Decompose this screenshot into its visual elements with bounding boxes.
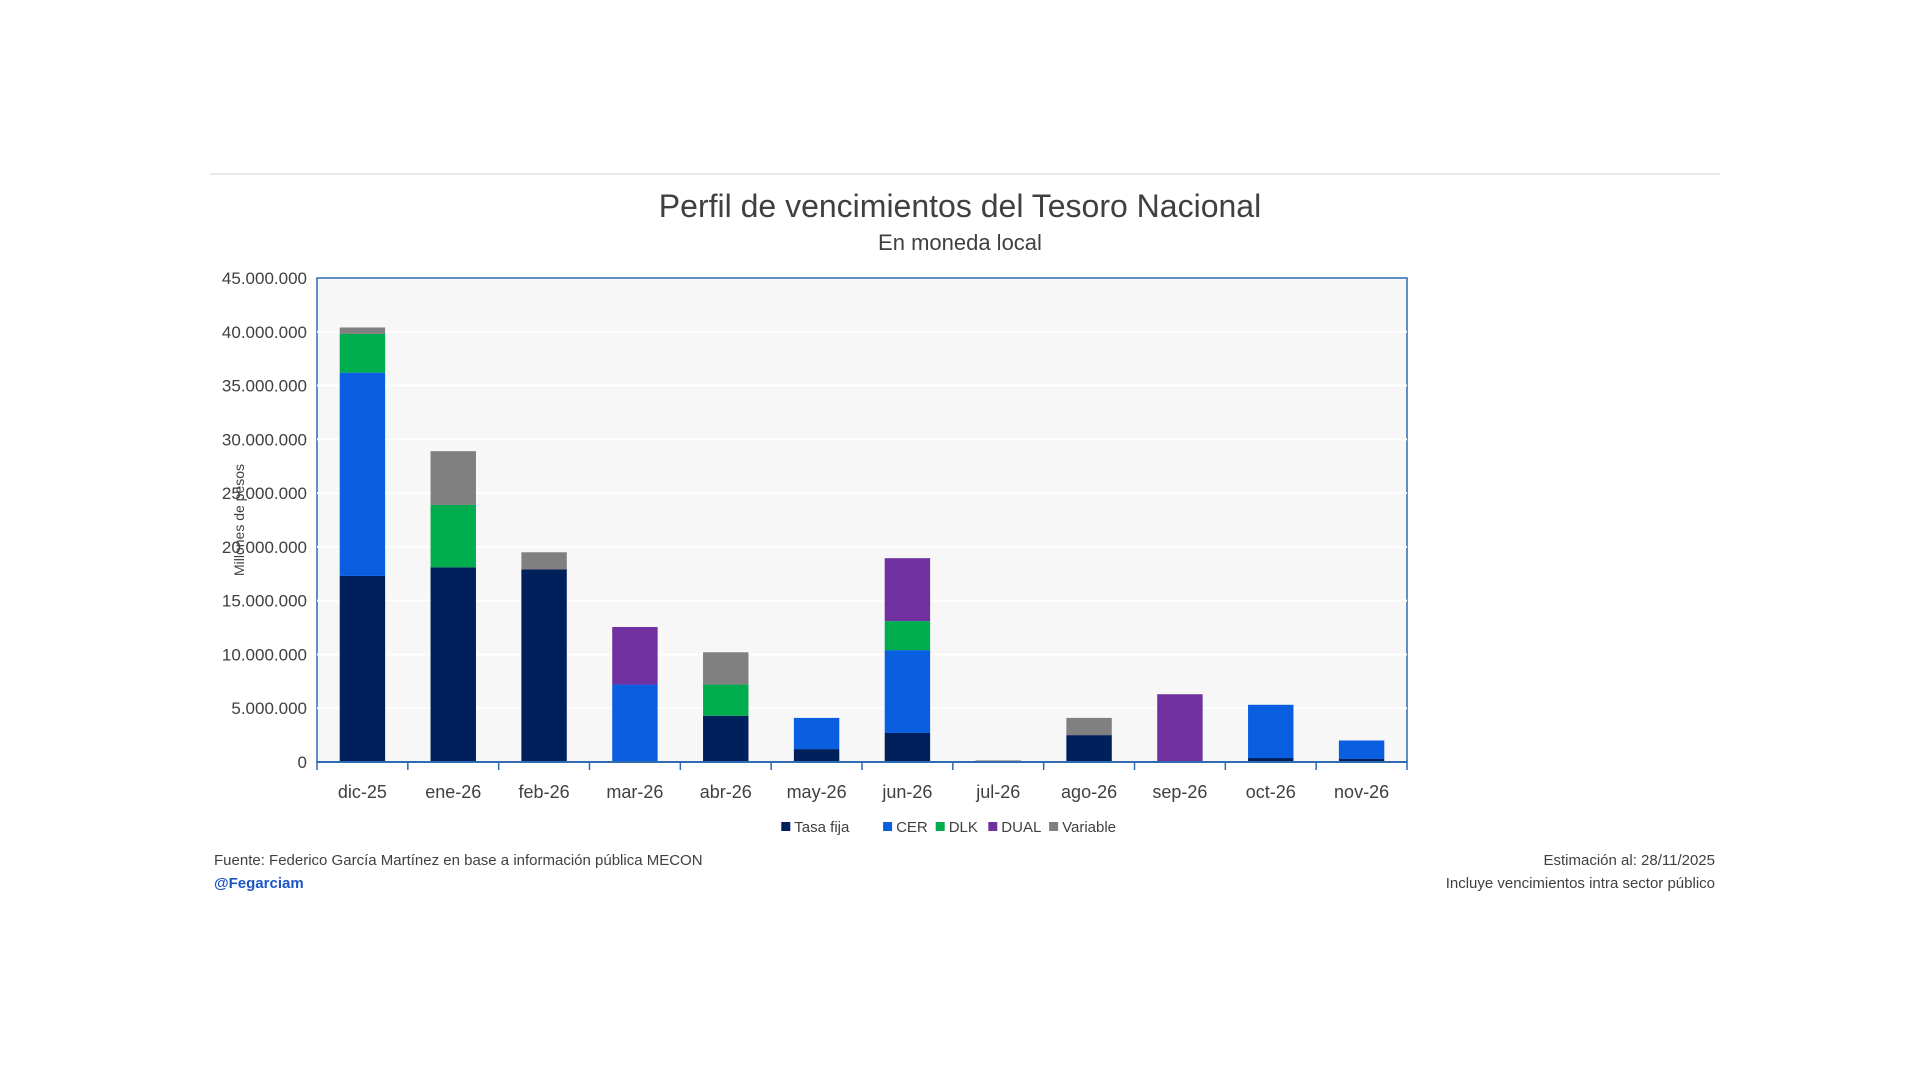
bar-segment-tasa-fija xyxy=(703,715,749,762)
legend-label: CER xyxy=(896,819,928,836)
bar-segment-tasa-fija xyxy=(1066,735,1112,762)
bar-segment-dual xyxy=(1157,694,1203,762)
bar-segment-tasa-fija xyxy=(1338,758,1385,762)
x-tick-label: feb-26 xyxy=(519,782,570,802)
x-tick-label: oct-26 xyxy=(1246,782,1296,802)
legend-swatch xyxy=(883,822,893,831)
y-tick-label: 0 xyxy=(298,753,307,772)
legend-swatch xyxy=(1049,822,1059,831)
plot-area xyxy=(316,277,1408,763)
bar-segment-dlk xyxy=(430,504,476,568)
bar-segment-variable xyxy=(430,451,476,505)
legend-swatch xyxy=(935,822,945,831)
source-note: Fuente: Federico García Martínez en base… xyxy=(214,852,703,869)
bar-segment-cer xyxy=(1248,704,1294,759)
x-tick-label: nov-26 xyxy=(1334,782,1389,802)
x-tick-label: dic-25 xyxy=(338,782,387,802)
bar-segment-dual xyxy=(612,627,658,685)
bar-segment-dlk xyxy=(339,333,386,373)
bar-segment-variable xyxy=(1066,717,1112,736)
x-tick-label: ago-26 xyxy=(1061,782,1117,802)
bar-segment-dlk xyxy=(703,684,749,716)
y-tick-label: 10.000.000 xyxy=(222,645,307,664)
y-tick-label: 5.000.000 xyxy=(231,699,307,718)
y-tick-label: 40.000.000 xyxy=(222,323,307,342)
scope-note: Incluye vencimientos intra sector públic… xyxy=(1445,875,1715,892)
bar-segment-dlk xyxy=(884,621,931,651)
y-tick-label: 20.000.000 xyxy=(222,538,307,557)
bar-segment-tasa-fija xyxy=(884,732,931,762)
y-tick-label: 15.000.000 xyxy=(222,592,307,611)
legend-label: Variable xyxy=(1062,819,1116,836)
bar-segment-variable xyxy=(521,552,567,570)
x-tick-label: mar-26 xyxy=(606,782,663,802)
legend-swatch xyxy=(988,822,998,831)
x-tick-label: sep-26 xyxy=(1152,782,1207,802)
bar-segment-dual xyxy=(884,558,931,622)
y-tick-label: 45.000.000 xyxy=(222,269,307,288)
legend-label: DUAL xyxy=(1001,819,1041,836)
chart-title: Perfil de vencimientos del Tesoro Nacion… xyxy=(658,188,1262,224)
bar-segment-cer xyxy=(612,684,658,762)
x-tick-label: jun-26 xyxy=(881,782,932,802)
x-tick-label: ene-26 xyxy=(425,782,481,802)
estimation-date: Estimación al: 28/11/2025 xyxy=(1543,852,1716,869)
bar-segment-cer xyxy=(793,717,840,750)
bar-segment-cer xyxy=(884,650,931,733)
x-tick-label: abr-26 xyxy=(700,782,752,802)
chart-subtitle: En moneda local xyxy=(878,230,1042,255)
author-handle: @Fegarciam xyxy=(214,875,304,892)
bar-segment-tasa-fija xyxy=(521,569,567,762)
bar-segment-tasa-fija xyxy=(1248,758,1294,762)
bar-segment-tasa-fija xyxy=(339,575,386,762)
y-tick-label: 35.000.000 xyxy=(222,377,307,396)
bar-segment-tasa-fija xyxy=(430,567,476,762)
x-tick-label: may-26 xyxy=(787,782,847,802)
legend-label: Tasa fija xyxy=(794,819,850,836)
y-tick-label: 30.000.000 xyxy=(222,430,307,449)
x-tick-label: jul-26 xyxy=(975,782,1020,802)
bar-segment-cer xyxy=(1338,740,1385,759)
bar-segment-tasa-fija xyxy=(793,749,840,762)
y-tick-label: 25.000.000 xyxy=(222,484,307,503)
y-axis-label: Millones de pesos xyxy=(231,464,247,576)
legend-label: DLK xyxy=(949,819,978,836)
bar-segment-cer xyxy=(339,372,386,576)
legend-swatch xyxy=(781,822,791,831)
bar-segment-variable xyxy=(339,327,386,334)
bar-segment-variable xyxy=(703,652,749,685)
